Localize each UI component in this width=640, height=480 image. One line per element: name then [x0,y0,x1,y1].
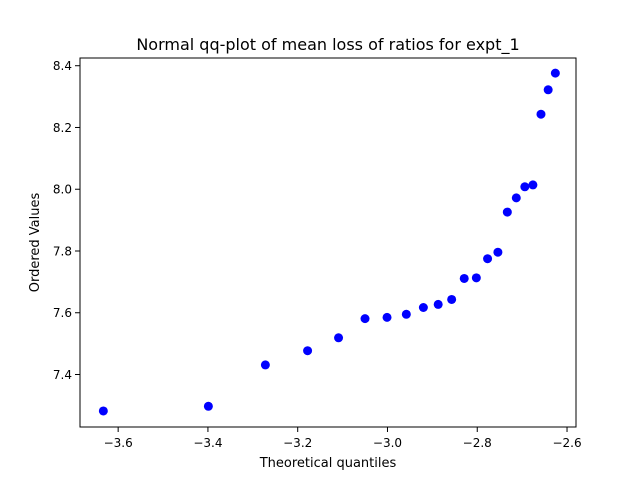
x-tick-label: −3.2 [283,436,312,450]
data-points [98,68,560,416]
x-tick-label: −3.6 [104,436,133,450]
data-point [543,85,553,95]
plot-frame [79,57,577,428]
y-tick-label: 7.4 [53,368,72,382]
y-tick-label: 7.8 [53,244,72,258]
data-point [511,193,521,203]
y-tick-label: 8.4 [53,59,72,73]
data-point [303,346,313,356]
x-axis-label: Theoretical quantiles [259,456,397,471]
data-point [382,312,392,322]
data-point [528,180,538,190]
data-point [418,303,428,312]
x-tick-label: −2.6 [552,436,581,450]
data-point [520,182,530,192]
data-point [203,401,213,411]
data-point [493,247,503,257]
y-tick-label: 7.6 [53,306,72,320]
x-tick-label: −3.0 [373,436,402,450]
data-point [471,273,481,283]
x-axis-ticks: −3.6 −3.4 −3.2 −3.0 −2.8 −2.6 [104,427,582,450]
y-axis-label: Ordered Values [28,193,43,293]
y-axis-ticks: 7.4 7.6 7.8 8.0 8.2 8.4 [53,59,80,382]
x-tick-label: −2.8 [463,436,492,450]
data-point [334,333,344,343]
data-point [360,314,370,324]
data-point [502,207,512,217]
data-point [260,360,270,370]
data-point [536,109,546,119]
x-tick-label: −3.4 [193,436,222,450]
data-point [550,68,560,78]
data-point [483,254,493,264]
data-point [433,299,443,309]
data-point [401,309,411,319]
data-point [98,406,108,416]
data-point [459,273,469,283]
chart-title: Normal qq-plot of mean loss of ratios fo… [136,35,519,55]
y-tick-label: 8.2 [53,121,72,135]
data-point [447,294,457,304]
y-tick-label: 8.0 [53,183,72,197]
